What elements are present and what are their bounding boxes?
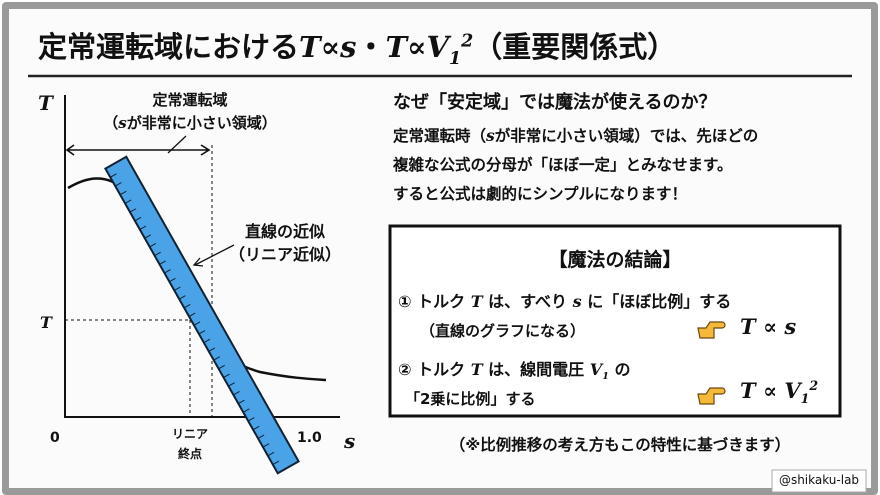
item-formula: T ∝ V12 [740, 378, 818, 406]
linear-end-label: リニア [172, 427, 208, 441]
title-formula: T∝V [385, 30, 450, 64]
ruler [104, 155, 300, 475]
title-text: （重要関係式） [473, 30, 677, 64]
explanation-line: 複雑な公式の分母が「ほぼ一定」とみなせます。 [393, 156, 733, 174]
item-line: 「2乗に比例」する [405, 390, 536, 408]
watermark: @shikaku-lab [778, 473, 860, 487]
pointing-hand [697, 321, 726, 339]
origin-label: 0 [50, 430, 60, 446]
approx-label: （リニア近似） [229, 245, 341, 264]
title-text: 定常運転域における [38, 30, 300, 64]
item-var: T [470, 360, 483, 379]
item-line: （直線のグラフになる） [420, 322, 586, 340]
x-axis-label: s [343, 429, 355, 453]
item-text: ① トルク [398, 292, 471, 311]
region-label: 定常運転域 [152, 91, 227, 109]
formula-superscript: 2 [809, 378, 819, 393]
region-arrow [65, 144, 211, 156]
item-var: T [470, 292, 483, 311]
explanation-text: が非常に小さい領域）では、先ほどの [494, 127, 759, 145]
y-axis-label: T [38, 91, 55, 115]
item-var: s [572, 292, 582, 311]
formula-subscript: 1 [800, 391, 810, 407]
t-marker-label: T [40, 313, 53, 332]
item-text: に「ほぼ比例」する [581, 292, 732, 311]
title-subscript: 1 [449, 48, 462, 69]
explanation-line: すると公式は劇的にシンプルになります！ [393, 185, 688, 203]
title-separator: ・ [356, 30, 386, 64]
question: なぜ「安定域」では魔法が使えるのか？ [393, 92, 717, 113]
explanation-var: s [486, 126, 495, 145]
region-label-var: s [118, 114, 127, 132]
item-var: V [589, 360, 603, 379]
approx-label: 直線の近似 [245, 222, 325, 241]
region-label-part: が非常に小さい領域） [127, 114, 277, 132]
conclusion-box [388, 224, 842, 418]
pointing-hand [697, 387, 726, 405]
item-text: ② トルク [398, 360, 471, 379]
item-text: の [608, 360, 631, 379]
linear-end-label: 終点 [178, 446, 202, 461]
item-text: は、線間電圧 [482, 360, 590, 379]
title-formula: T∝s [299, 30, 357, 64]
item-line: ② トルク T は、線間電圧 V1 の [398, 356, 630, 382]
title-superscript: 2 [461, 31, 474, 52]
item-formula: T ∝ s [740, 314, 797, 339]
item-line: ① トルク T は、すべり s に「ほぼ比例」する [398, 288, 731, 312]
item-subscript: 1 [602, 371, 609, 383]
title: 定常運転域におけるT∝s・T∝V12（重要関係式） [38, 24, 676, 69]
watermark-box [771, 469, 867, 493]
region-label-part: （ [103, 114, 118, 132]
torque-curve [67, 177, 327, 382]
approx-pointer [192, 244, 235, 267]
box-title: 【魔法の結論】 [548, 249, 682, 271]
explanation-line: 定常運転時（sが非常に小さい領域）では、先ほどの [393, 124, 758, 146]
footnote: （※比例推移の考え方もこの特性に基づきます） [449, 436, 791, 454]
x-end-label: 1.0 [297, 430, 322, 446]
item-text: は、すべり [482, 292, 573, 311]
explanation-text: 定常運転時（ [393, 127, 487, 145]
formula-base: T ∝ V [740, 378, 801, 403]
region-label: （sが非常に小さい領域） [103, 114, 276, 132]
region-pointer [167, 135, 187, 154]
